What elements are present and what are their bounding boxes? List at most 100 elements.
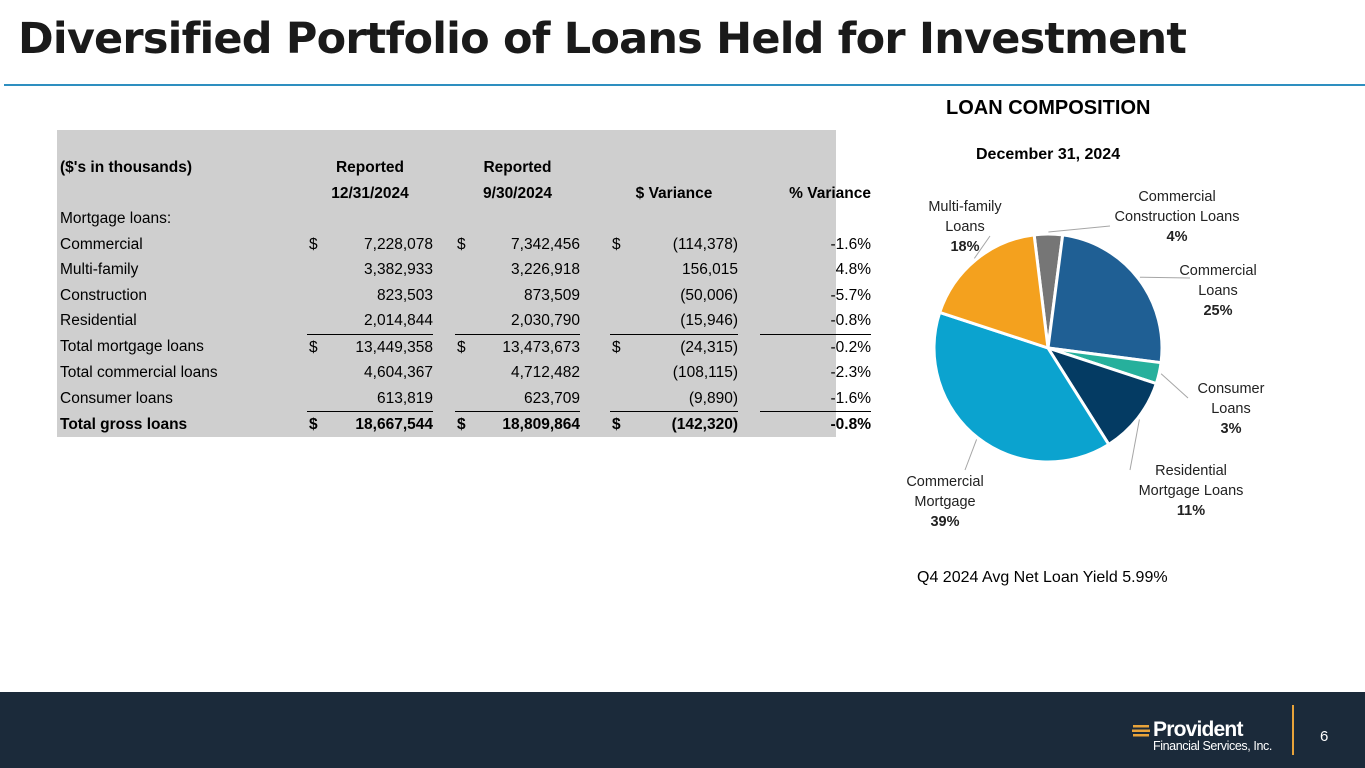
slice-label: Consumer Loans 3% [1198, 379, 1265, 439]
slice-label-line: Commercial [1138, 189, 1216, 205]
col-header-reported-2: Reported [483, 159, 552, 176]
col-header-date-1: 12/31/2024 [331, 184, 409, 202]
reported-q4-value: 613,819 [324, 385, 433, 412]
pie-slice [937, 233, 1050, 351]
table-row: Multi-family 3,382,933 3,226,918 156,015 4.8… [57, 257, 871, 283]
table-row: Total gross loans $18,667,544 $18,809,864 $… [57, 412, 871, 438]
slice-percent: 4% [1166, 229, 1188, 245]
units-label: ($'s in thousands) [60, 159, 192, 176]
slice-label-line: Residential [1155, 463, 1227, 479]
dollar-variance-value: (15,946) [627, 308, 738, 335]
slice-label-line: Construction Loans [1114, 209, 1240, 225]
slice-label: Commercial Loans 25% [1179, 261, 1256, 321]
currency-sign: $ [457, 338, 466, 356]
slice-percent: 3% [1220, 421, 1242, 437]
dollar-variance-value: (9,890) [627, 385, 738, 412]
reported-q4-value: 18,667,544 [355, 416, 433, 433]
slide-title: Diversified Portfolio of Loans Held for … [18, 14, 1187, 64]
dollar-variance-value: (142,320) [671, 416, 738, 433]
logo-subtitle: Financial Services, Inc. [1153, 739, 1272, 753]
leader-line [973, 235, 991, 259]
loans-table: ($'s in thousands) Reported Reported 12/… [57, 155, 871, 438]
page-number: 6 [1320, 728, 1329, 745]
slice-label-line: Commercial [906, 474, 984, 490]
slice-label: Residential Mortgage Loans 11% [1139, 461, 1244, 521]
slice-label: Commercial Mortgage 39% [906, 472, 983, 532]
reported-q4-value: 3,382,933 [364, 261, 433, 278]
table-row: Construction 823,503 873,509 (50,006) -5.7% [57, 283, 871, 309]
table-header-row-1: ($'s in thousands) Reported Reported [57, 155, 871, 181]
reported-q3-value: 18,809,864 [502, 416, 580, 433]
slice-label-line: Mortgage Loans [1138, 483, 1244, 499]
reported-q4-value: 4,604,367 [364, 364, 433, 381]
currency-sign: $ [309, 416, 318, 433]
pie-slice [932, 310, 1111, 464]
reported-q4-value: 2,014,844 [324, 308, 433, 335]
table-row: Total mortgage loans $13,449,358 $13,473,6… [57, 334, 871, 360]
col-header-reported-1: Reported [335, 159, 405, 176]
currency-sign: $ [612, 235, 621, 253]
slice-label-line: Mortgage [914, 494, 976, 510]
row-label: Total gross loans [60, 415, 188, 433]
currency-sign: $ [612, 416, 621, 433]
dollar-variance-value: (24,315) [680, 338, 738, 356]
pie-chart [932, 225, 1191, 471]
currency-sign: $ [457, 235, 466, 253]
slice-label-line: Multi-family [928, 199, 1002, 215]
row-label: Total mortgage loans [60, 338, 204, 356]
dollar-variance-value: 156,015 [681, 261, 738, 278]
pct-variance-value: -5.7% [830, 286, 872, 304]
currency-sign [307, 308, 324, 335]
chart-subtitle: December 31, 2024 [976, 146, 1121, 163]
reported-q3-value: 4,712,482 [511, 364, 580, 381]
row-label: Multi-family [60, 261, 139, 278]
dollar-variance-value: (108,115) [672, 364, 738, 381]
slice-label-line: Commercial [1179, 263, 1257, 279]
dollar-variance-value: (114,378) [672, 235, 738, 253]
provident-logo-icon [1132, 725, 1150, 737]
reported-q3-value: 873,509 [523, 286, 580, 304]
currency-sign [455, 385, 472, 412]
currency-sign [455, 308, 472, 335]
reported-q4-value: 823,503 [376, 286, 433, 304]
col-header-pct-variance: % Variance [789, 184, 871, 202]
table-row: Commercial $7,228,078 $7,342,456 $ (114,378)… [57, 232, 871, 258]
currency-sign: $ [612, 338, 621, 356]
section-row: Mortgage loans: [57, 206, 871, 232]
currency-sign: $ [309, 338, 318, 356]
footer-divider [1292, 705, 1294, 755]
slice-label-line: Loans [945, 219, 985, 235]
reported-q3-value: 2,030,790 [472, 308, 580, 335]
pct-variance-value: -2.3% [830, 364, 872, 381]
slice-label-line: Loans [1211, 401, 1251, 417]
row-label: Residential [60, 312, 137, 330]
reported-q3-value: 3,226,918 [511, 261, 580, 278]
reported-q3-value: 13,473,673 [502, 338, 580, 356]
slice-percent: 39% [930, 514, 960, 530]
pct-variance-value: -1.6% [760, 385, 871, 412]
leader-line [1048, 225, 1111, 233]
reported-q4-value: 7,228,078 [364, 235, 433, 253]
pie-slice [1044, 345, 1159, 447]
table-header-row-2: 12/31/2024 9/30/2024 $ Variance % Varian… [57, 181, 871, 207]
pct-variance-value: -0.8% [760, 308, 871, 335]
reported-q4-value: 13,449,358 [355, 338, 433, 356]
leader-line [964, 439, 978, 471]
row-label: Consumer loans [60, 389, 173, 407]
slice-percent: 25% [1203, 303, 1233, 319]
slice-percent: 11% [1176, 503, 1206, 519]
row-label: Total commercial loans [60, 364, 218, 381]
currency-sign [610, 385, 627, 412]
currency-sign: $ [309, 235, 318, 253]
slice-label-line: Consumer [1197, 381, 1265, 397]
slice-label: Commercial Construction Loans 4% [1115, 187, 1240, 247]
currency-sign: $ [457, 416, 466, 433]
slice-percent: 18% [950, 239, 980, 255]
leader-line [1139, 276, 1191, 279]
row-label: Commercial [60, 235, 143, 253]
leader-line [1129, 419, 1140, 471]
pct-variance-value: -0.2% [830, 338, 872, 356]
title-rule [4, 84, 1365, 86]
col-header-dollar-variance: $ Variance [635, 184, 713, 202]
dollar-variance-value: (50,006) [680, 286, 738, 304]
